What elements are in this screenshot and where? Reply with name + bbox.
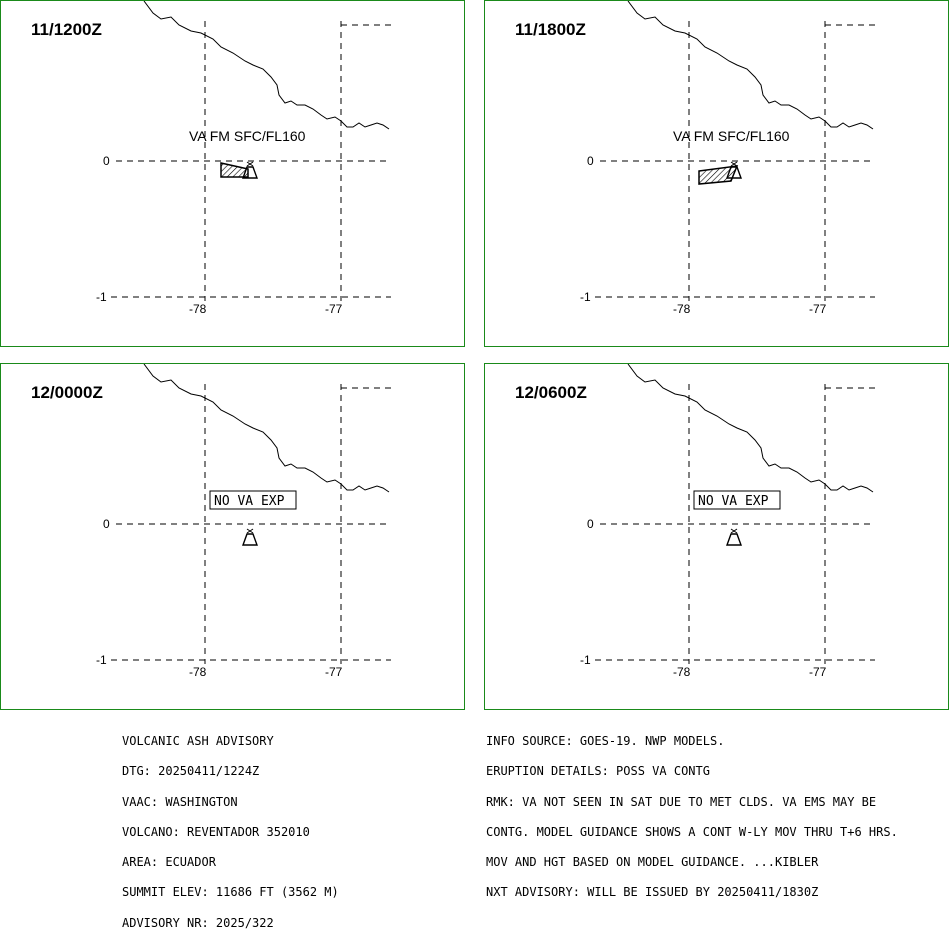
lat-lon-grid <box>111 21 391 301</box>
map-canvas: 12/0000Z NO VA EXP 0 -1 -78 -77 <box>31 364 391 679</box>
valid-time-label: 12/0000Z <box>31 383 103 402</box>
advisory-line: ERUPTION DETAILS: POSS VA CONTG <box>486 764 710 779</box>
lat-label-0: 0 <box>103 154 110 168</box>
advisory-header-text: VOLCANIC ASH ADVISORY DTG: 20250411/1224… <box>122 716 339 938</box>
lat-label-0: 0 <box>587 517 594 531</box>
lon-label-minus77: -77 <box>325 665 343 679</box>
coastline <box>143 364 390 493</box>
forecast-panel-t0: 11/1200Z VA FM SFC/FL160 0 -1 -78 -77 <box>0 0 465 347</box>
advisory-line: CONTG. MODEL GUIDANCE SHOWS A CONT W-LY … <box>486 824 898 839</box>
no-va-box <box>693 490 781 510</box>
no-va-box <box>209 490 297 510</box>
volcano-icon <box>726 528 742 546</box>
lon-label-minus77: -77 <box>325 302 343 316</box>
coastline <box>627 364 874 493</box>
coastline <box>143 1 390 130</box>
lat-lon-grid <box>595 384 875 664</box>
volcano-icon <box>726 161 742 179</box>
advisory-line: DTG: 20250411/1224Z <box>122 764 260 779</box>
advisory-line: ADVISORY NR: 2025/322 <box>122 915 274 930</box>
coastline <box>627 1 874 130</box>
advisory-line: AREA: ECUADOR <box>122 855 216 870</box>
lon-label-minus78: -78 <box>673 302 691 316</box>
lon-label-minus77: -77 <box>809 302 827 316</box>
lon-label-minus78: -78 <box>189 665 207 679</box>
lon-label-minus77: -77 <box>809 665 827 679</box>
volcano-icon <box>242 528 258 546</box>
lat-label-minus1: -1 <box>96 290 107 304</box>
valid-time-label: 12/0600Z <box>515 383 587 402</box>
advisory-line: VOLCANO: REVENTADOR 352010 <box>122 824 310 839</box>
lon-label-minus78: -78 <box>673 665 691 679</box>
valid-time-label: 11/1200Z <box>31 20 102 39</box>
advisory-line: RMK: VA NOT SEEN IN SAT DUE TO MET CLDS.… <box>486 794 877 809</box>
map-canvas: 12/0600Z NO VA EXP 0 -1 -78 -77 <box>515 364 875 679</box>
advisory-line: INFO SOURCE: GOES-19. NWP MODELS. <box>486 734 725 748</box>
lat-label-minus1: -1 <box>580 653 591 667</box>
lon-label-minus78: -78 <box>189 302 207 316</box>
ash-cloud-polygon <box>220 162 249 178</box>
volcano-icon <box>242 161 258 179</box>
ash-cloud-polygon <box>698 165 739 185</box>
advisory-line: SUMMIT ELEV: 11686 FT (3562 M) <box>122 885 339 900</box>
advisory-line: VOLCANIC ASH ADVISORY <box>122 734 274 748</box>
lat-lon-grid <box>111 384 391 664</box>
lat-label-0: 0 <box>103 517 110 531</box>
map-canvas: 11/1200Z VA FM SFC/FL160 0 -1 -78 -77 <box>31 1 391 316</box>
valid-time-label: 11/1800Z <box>515 20 586 39</box>
forecast-panel-t18: 12/0600Z NO VA EXP 0 -1 -78 -77 <box>484 363 949 710</box>
map-canvas: 11/1800Z VA FM SFC/FL160 0 -1 -78 -77 <box>515 1 875 316</box>
lat-label-minus1: -1 <box>96 653 107 667</box>
forecast-panel-t6: 11/1800Z VA FM SFC/FL160 0 -1 -78 -77 <box>484 0 949 347</box>
no-va-label: NO VA EXP <box>214 494 285 509</box>
advisory-line: NXT ADVISORY: WILL BE ISSUED BY 20250411… <box>486 885 819 900</box>
lat-label-0: 0 <box>587 154 594 168</box>
forecast-panel-t12: 12/0000Z NO VA EXP 0 -1 -78 -77 <box>0 363 465 710</box>
ash-height-label: VA FM SFC/FL160 <box>189 128 306 144</box>
advisory-line: VAAC: WASHINGTON <box>122 794 238 809</box>
lat-lon-grid <box>595 21 875 301</box>
lat-label-minus1: -1 <box>580 290 591 304</box>
advisory-line: MOV AND HGT BASED ON MODEL GUIDANCE. ...… <box>486 855 819 870</box>
ash-height-label: VA FM SFC/FL160 <box>673 128 790 144</box>
no-va-label: NO VA EXP <box>698 494 769 509</box>
